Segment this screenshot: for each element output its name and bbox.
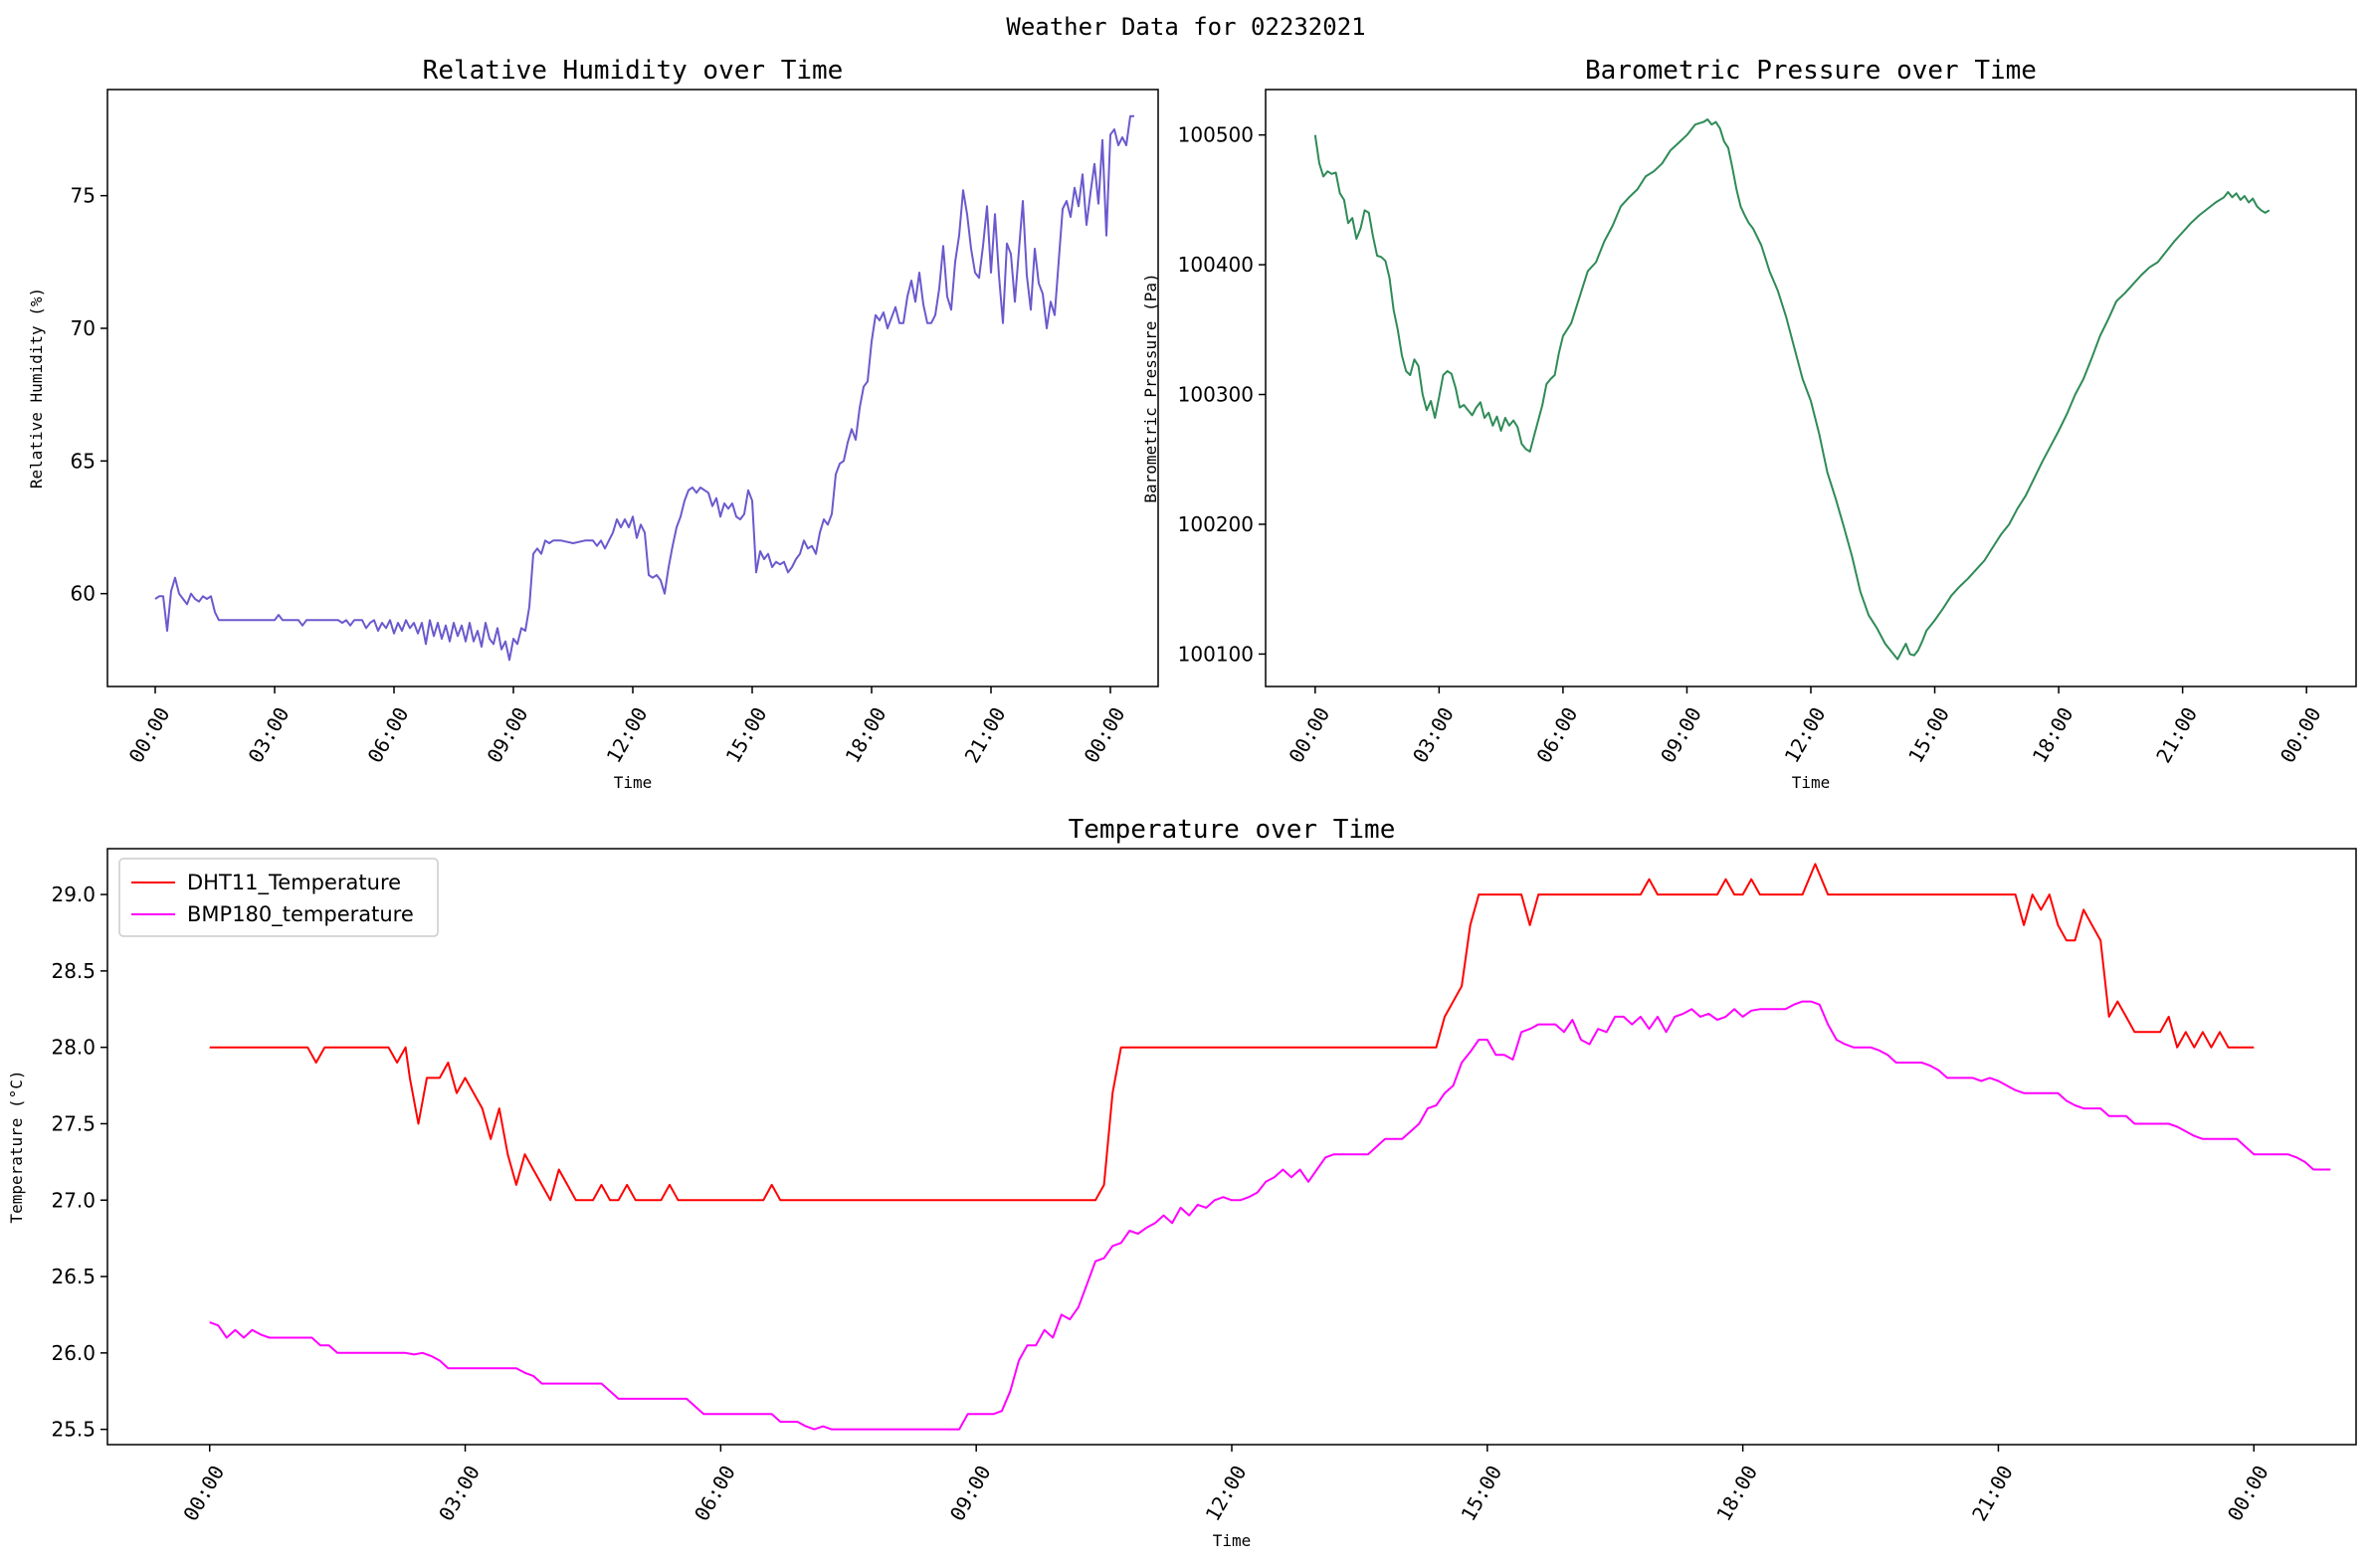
y-tick-label: 100500 [1178, 123, 1254, 147]
y-tick-label: 28.5 [51, 959, 96, 983]
y-tick-label: 29.0 [51, 882, 96, 906]
x-tick-label: 12:00 [1201, 1462, 1252, 1525]
y-tick-label: 28.0 [51, 1036, 96, 1060]
x-tick-label: 09:00 [945, 1462, 996, 1525]
chart-title: Barometric Pressure over Time [1585, 56, 2037, 86]
series-line-pressure [1313, 118, 2271, 661]
x-tick-label: 18:00 [2028, 703, 2078, 767]
x-tick-label: 06:00 [363, 703, 414, 767]
x-tick-label: 00:00 [1284, 703, 1334, 767]
x-tick-label: 12:00 [602, 703, 653, 767]
series-line-humidity [154, 114, 1134, 662]
y-tick-label: 75 [71, 184, 96, 208]
y-tick-label: 27.0 [51, 1188, 96, 1212]
x-tick-label: 12:00 [1780, 703, 1831, 767]
x-axis-label: Time [1792, 773, 1831, 792]
y-tick-label: 100300 [1178, 383, 1254, 407]
legend: DHT11_Temperature BMP180_temperature [118, 858, 439, 937]
legend-label: BMP180_temperature [187, 902, 414, 927]
x-tick-label: 06:00 [690, 1462, 740, 1525]
x-tick-label: 21:00 [960, 703, 1011, 767]
x-tick-label: 03:00 [244, 703, 295, 767]
chart-title: Relative Humidity over Time [423, 56, 844, 86]
x-tick-label: 00:00 [178, 1462, 229, 1525]
plot-frame [1265, 89, 2357, 687]
chart-title: Temperature over Time [1069, 815, 1396, 845]
x-tick-label: 18:00 [841, 703, 891, 767]
x-tick-label: 15:00 [1903, 703, 1954, 767]
y-tick-label: 70 [71, 316, 96, 340]
y-axis-label: Barometric Pressure (Pa) [1141, 273, 1160, 502]
x-tick-label: 06:00 [1531, 703, 1582, 767]
temperature-chart: Temperature over Time 25.5 26.0 26.5 27.0 27.… [7, 815, 2357, 1550]
x-tick-label: 09:00 [483, 703, 533, 767]
x-tick-label: 03:00 [434, 1462, 485, 1525]
y-tick-label: 25.5 [51, 1418, 96, 1442]
y-tick-label: 26.0 [51, 1341, 96, 1365]
x-tick-label: 00:00 [2275, 703, 2326, 767]
x-tick-label: 09:00 [1656, 703, 1706, 767]
legend-label: DHT11_Temperature [187, 871, 401, 895]
x-axis-label: Time [1213, 1531, 1252, 1550]
y-tick-label: 26.5 [51, 1265, 96, 1288]
x-tick-label: 18:00 [1711, 1462, 1762, 1525]
x-tick-label: 00:00 [124, 703, 175, 767]
y-tick-label: 60 [71, 582, 96, 606]
x-tick-label: 00:00 [2223, 1462, 2273, 1525]
pressure-chart: Barometric Pressure over Time 100100 10020… [1141, 56, 2357, 792]
y-tick-label: 100200 [1178, 512, 1254, 536]
legend-box [118, 858, 439, 937]
y-axis-label: Relative Humidity (%) [27, 288, 46, 489]
y-axis-label: Temperature (°C) [7, 1070, 26, 1223]
y-tick-label: 100400 [1178, 253, 1254, 277]
y-tick-label: 100100 [1178, 642, 1254, 666]
figure-title: Weather Data for 02232021 [1006, 13, 1365, 41]
humidity-chart: Relative Humidity over Time 60 65 70 75 00:00… [27, 56, 1159, 792]
x-tick-label: 21:00 [2151, 703, 2202, 767]
x-tick-label: 21:00 [1967, 1462, 2018, 1525]
plot-frame [106, 89, 1159, 687]
x-axis-label: Time [614, 773, 653, 792]
y-tick-label: 27.5 [51, 1111, 96, 1135]
plot-frame [106, 848, 2357, 1446]
x-tick-label: 15:00 [721, 703, 772, 767]
x-tick-label: 03:00 [1408, 703, 1459, 767]
y-tick-label: 65 [71, 449, 96, 473]
series-line-bmp180_temperature [209, 1000, 2331, 1431]
series-line-dht11_temperature [209, 863, 2255, 1202]
x-tick-label: 00:00 [1080, 703, 1130, 767]
x-tick-label: 15:00 [1456, 1462, 1506, 1525]
